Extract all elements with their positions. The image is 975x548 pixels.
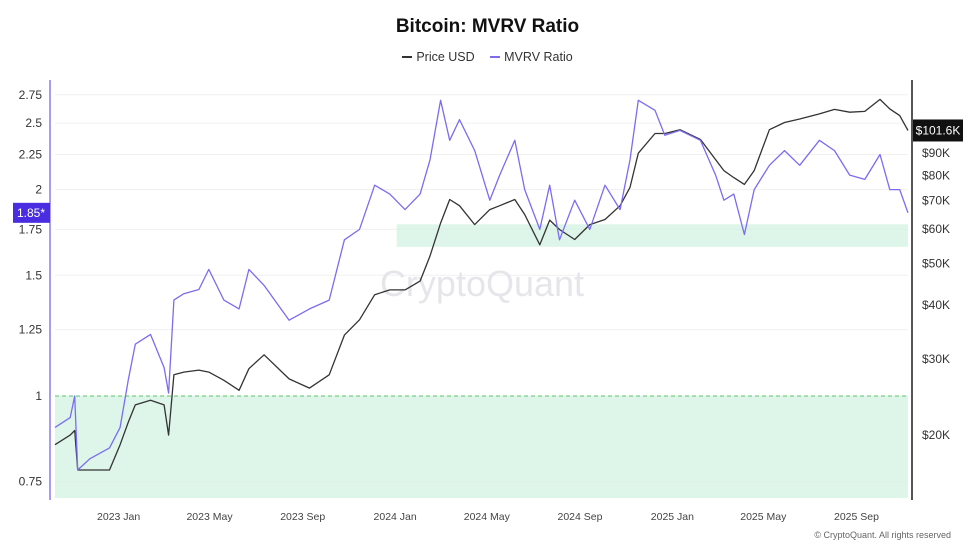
x-tick-label: 2025 Sep bbox=[834, 511, 879, 523]
x-tick-label: 2023 May bbox=[186, 511, 233, 523]
y-tick-label: 2 bbox=[35, 183, 42, 197]
y-tick-label: 1.25 bbox=[19, 323, 43, 337]
y2-tick-label: $80K bbox=[922, 168, 950, 182]
legend-item-price[interactable]: Price USD bbox=[402, 50, 475, 64]
y-tick-label: 1.5 bbox=[25, 268, 42, 282]
x-tick-label: 2025 Jan bbox=[651, 511, 694, 523]
legend-item-mvrv[interactable]: MVRV Ratio bbox=[490, 50, 573, 64]
zone-band bbox=[396, 224, 908, 247]
x-tick-label: 2023 Sep bbox=[280, 511, 325, 523]
y-tick-label: 0.75 bbox=[19, 475, 43, 489]
current-mvrv-label: 1.85* bbox=[17, 206, 45, 220]
legend-swatch-price bbox=[402, 56, 413, 58]
x-tick-label: 2025 May bbox=[740, 511, 787, 523]
current-price-badge bbox=[913, 119, 963, 142]
y2-tick-label: $60K bbox=[922, 222, 950, 236]
price-line bbox=[54, 98, 909, 471]
chart-title: Bitcoin: MVRV Ratio bbox=[395, 16, 580, 37]
x-tick-label: 2023 Jan bbox=[97, 511, 140, 523]
y2-tick-label: $90K bbox=[922, 146, 950, 160]
y2-tick-label: $40K bbox=[922, 298, 950, 312]
zone-band bbox=[55, 396, 908, 498]
legend-label-price: Price USD bbox=[416, 50, 475, 64]
watermark: CryptoQuant bbox=[380, 263, 584, 304]
y-tick-label: 1.75 bbox=[19, 222, 43, 236]
y2-tick-label: $70K bbox=[922, 193, 950, 207]
x-tick-label: 2024 May bbox=[464, 511, 511, 523]
y-tick-label: 2.5 bbox=[25, 116, 42, 130]
y-tick-label: 2.25 bbox=[19, 148, 43, 162]
x-tick-label: 2024 Jan bbox=[374, 511, 417, 523]
legend-swatch-mvrv bbox=[490, 56, 501, 58]
copyright-footer: © CryptoQuant. All rights reserved bbox=[814, 530, 951, 540]
current-mvrv-badge bbox=[13, 202, 50, 223]
y2-tick-label: $20K bbox=[922, 428, 950, 442]
y2-tick-label: $50K bbox=[922, 256, 950, 270]
y2-tick-label: $30K bbox=[922, 352, 950, 366]
legend: Price USD MVRV Ratio bbox=[0, 47, 975, 64]
current-price-label: $101.6K bbox=[916, 123, 961, 137]
y-tick-label: 1 bbox=[35, 389, 42, 403]
legend-label-mvrv: MVRV Ratio bbox=[504, 50, 573, 64]
mvrv-line bbox=[54, 99, 909, 471]
y-tick-label: 2.75 bbox=[19, 88, 43, 102]
x-tick-label: 2024 Sep bbox=[557, 511, 602, 523]
